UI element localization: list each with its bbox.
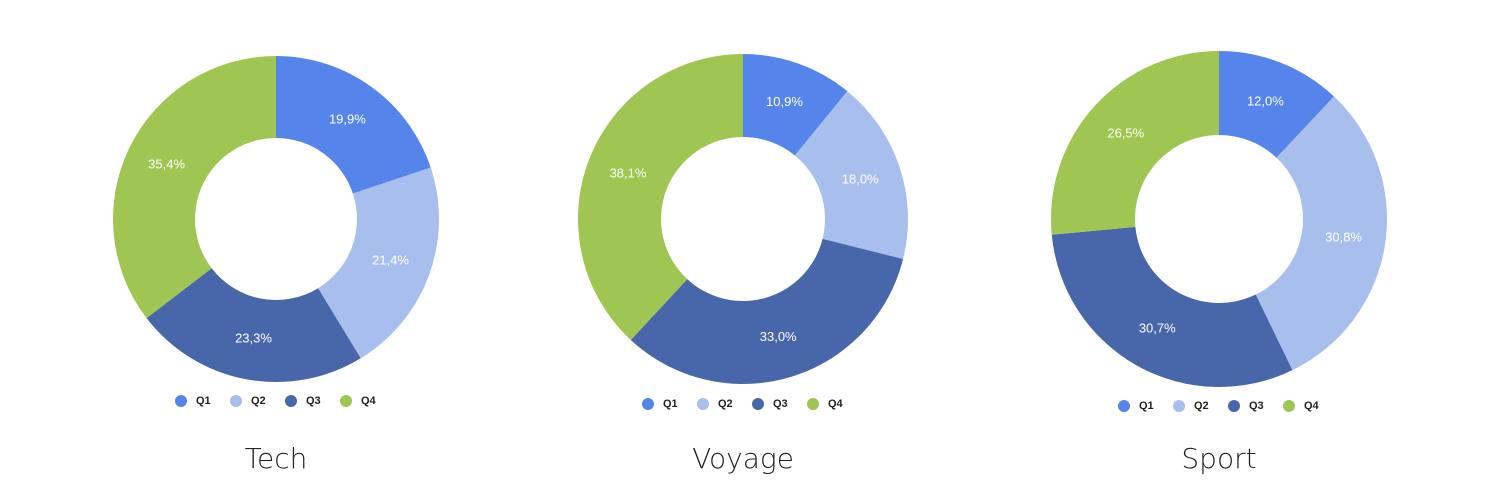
donut-wedge (113, 56, 276, 319)
legend-swatch (1283, 400, 1295, 412)
value-label: 30,8% (1325, 229, 1362, 244)
legend-swatch (1173, 400, 1185, 412)
legend-label: Q2 (718, 398, 733, 410)
legend-label: Q1 (663, 398, 678, 410)
donut-wedge (743, 54, 848, 156)
legend-label: Q1 (196, 395, 211, 407)
legend-label: Q4 (828, 398, 844, 410)
value-label: 18,0% (842, 172, 879, 187)
legend-label: Q4 (1304, 400, 1320, 412)
legend-swatch (230, 395, 242, 407)
legend-label: Q3 (773, 398, 788, 410)
chart-title: Sport (1181, 442, 1256, 475)
chart-title: Voyage (692, 442, 794, 475)
value-label: 35,4% (148, 156, 185, 171)
donut-chart: 19,9% 21,4% 23,3% 35,4% Q1 Q2 Q3 Q4 Tech (113, 56, 439, 475)
donut-wedge (578, 54, 743, 340)
legend-label: Q3 (306, 395, 321, 407)
value-label: 19,9% (329, 112, 366, 127)
value-label: 10,9% (766, 94, 803, 109)
legend-label: Q2 (251, 395, 266, 407)
donut-wedge (146, 268, 361, 383)
donut-wedge (276, 56, 431, 194)
donut-wedge (1255, 96, 1387, 371)
legend-label: Q3 (1249, 400, 1264, 412)
legend-swatch (175, 395, 187, 407)
donut-chart: 12,0% 30,8% 30,7% 26,5% Q1 Q2 Q3 Q4 Sport (1051, 51, 1387, 475)
donut-wedge (1051, 51, 1219, 235)
donut-wedge (794, 91, 908, 260)
donut-chart: 10,9% 18,0% 33,0% 38,1% Q1 Q2 Q3 Q4 Voyage (578, 54, 908, 475)
donut-wedge (630, 238, 904, 384)
legend-label: Q1 (1139, 400, 1154, 412)
legend-swatch (340, 395, 352, 407)
donut-wedge (318, 167, 439, 359)
value-label: 38,1% (610, 165, 647, 180)
legend-label: Q4 (361, 395, 377, 407)
legend-label: Q2 (1194, 400, 1209, 412)
legend-swatch (1228, 400, 1240, 412)
legend-swatch (285, 395, 297, 407)
legend-swatch (752, 398, 764, 410)
value-label: 30,7% (1139, 320, 1176, 335)
value-label: 21,4% (372, 252, 409, 267)
chart-title: Tech (245, 442, 308, 475)
value-label: 12,0% (1247, 93, 1284, 108)
donut-wedge (1219, 51, 1335, 158)
value-label: 33,0% (760, 329, 797, 344)
legend-swatch (1118, 400, 1130, 412)
legend-swatch (642, 398, 654, 410)
value-label: 26,5% (1107, 126, 1144, 141)
donut-wedge (1051, 226, 1293, 387)
legend-swatch (697, 398, 709, 410)
legend-swatch (807, 398, 819, 410)
value-label: 23,3% (235, 330, 272, 345)
